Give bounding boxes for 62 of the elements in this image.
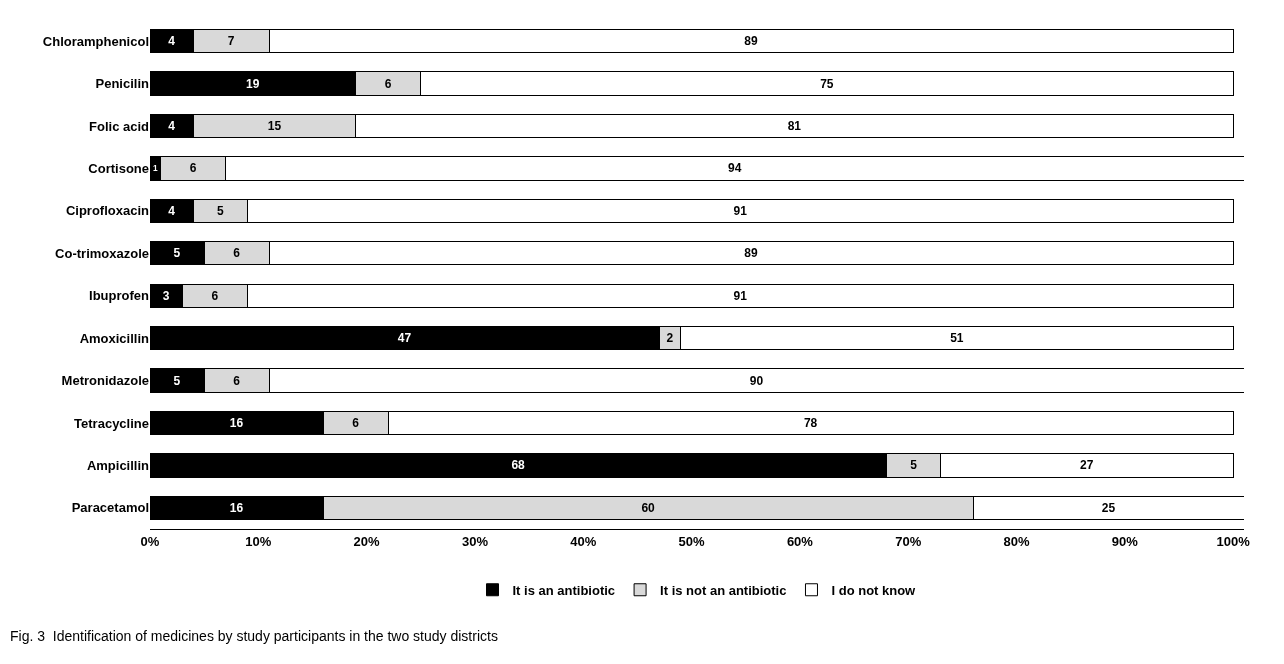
x-tick-label: 50%	[678, 533, 706, 549]
data-label: 2	[666, 331, 674, 346]
data-label: 4	[168, 34, 176, 49]
x-tick-label: 70%	[895, 533, 922, 549]
y-tick-label: Tetracycline	[74, 415, 149, 431]
data-label: 6	[233, 246, 241, 261]
data-label: 75	[820, 76, 834, 91]
data-label: 47	[397, 331, 412, 346]
x-tick-label: 90%	[1111, 533, 1139, 549]
y-tick-label: Paracetamol	[71, 500, 149, 516]
data-label: 19	[246, 76, 260, 91]
x-tick-label: 40%	[570, 533, 597, 549]
x-tick-label: 60%	[786, 533, 814, 549]
data-label: 7	[227, 34, 235, 49]
data-label: 94	[728, 161, 742, 176]
data-label: 51	[950, 331, 964, 346]
data-label: 15	[267, 119, 282, 134]
x-tick-label: 80%	[1003, 533, 1030, 549]
x-tick-label: 0%	[140, 533, 160, 549]
data-label: 5	[173, 246, 181, 261]
x-tick-label: 100%	[1216, 533, 1251, 549]
x-tick-label: 10%	[245, 533, 272, 549]
y-tick-label: Ampicillin	[86, 457, 150, 473]
data-label: 90	[749, 373, 764, 388]
data-label: 78	[803, 415, 818, 430]
y-tick-label: Co-trimoxazole	[55, 245, 149, 261]
y-tick-label: Cortisone	[88, 161, 149, 177]
x-tick-label: 30%	[461, 533, 489, 549]
legend-label: I do not know	[831, 582, 917, 598]
legend-label: It is not an antibiotic	[660, 582, 787, 598]
data-label: 25	[1101, 500, 1116, 515]
data-label: 6	[352, 415, 360, 430]
y-tick-label: Amoxicillin	[79, 330, 150, 346]
legend-label: It is an antibiotic	[512, 582, 616, 598]
data-label: 3	[162, 288, 170, 303]
data-label: 6	[233, 373, 241, 388]
data-label: 16	[229, 415, 244, 430]
x-tick-label: 20%	[353, 533, 381, 549]
data-label: 60	[641, 500, 656, 515]
caption: Fig. 3 Identification of medicines by study participants in the two study districts	[10, 628, 498, 644]
data-label: 5	[173, 373, 181, 388]
data-label: 16	[229, 500, 244, 515]
data-label: 5	[216, 203, 224, 218]
data-label: 89	[744, 34, 758, 49]
data-label: 4	[168, 203, 176, 218]
data-label: 6	[189, 161, 197, 176]
y-tick-label: Metronidazole	[61, 373, 149, 389]
y-tick-label: Folic acid	[89, 118, 150, 134]
data-label: 27	[1080, 458, 1094, 473]
data-label: 89	[744, 246, 758, 261]
y-tick-label: Chloramphenicol	[42, 33, 149, 49]
y-tick-label: Penicilin	[95, 76, 150, 92]
data-label: 4	[168, 119, 176, 134]
data-label: 91	[733, 288, 748, 303]
data-label: 6	[211, 288, 219, 303]
data-label: 68	[511, 458, 526, 473]
y-tick-label: Ciprofloxacin	[65, 203, 150, 219]
data-label: 5	[910, 458, 918, 473]
data-label: 81	[787, 119, 802, 134]
data-label: 91	[733, 203, 748, 218]
y-tick-label: Ibuprofen	[89, 288, 150, 304]
data-label: 6	[384, 76, 392, 91]
